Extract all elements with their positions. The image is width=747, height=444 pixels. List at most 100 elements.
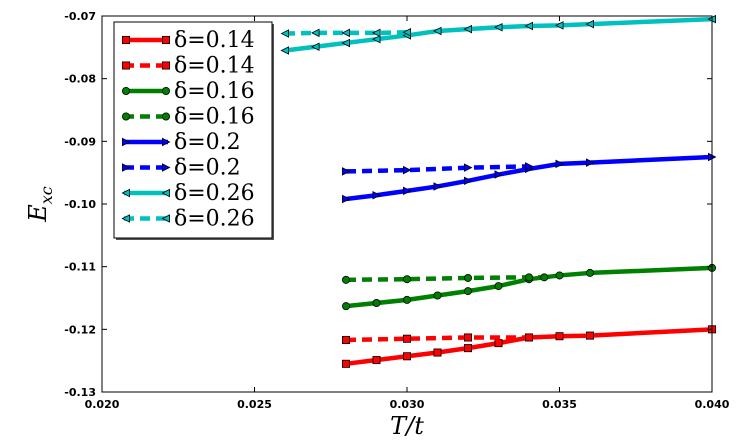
data-point — [372, 356, 381, 365]
data-point — [494, 170, 503, 179]
series-layer — [280, 14, 717, 368]
data-point — [463, 176, 473, 186]
y-tick-label: -0.07 — [64, 10, 96, 23]
y-tick-label: -0.08 — [64, 73, 96, 86]
legend-marker — [161, 112, 170, 121]
data-point — [341, 335, 350, 344]
legend-label: δ=0.2 — [174, 156, 241, 181]
data-point — [402, 295, 411, 304]
data-point — [402, 352, 411, 361]
data-point — [433, 348, 442, 357]
legend-item: δ=0.2 — [122, 130, 241, 155]
legend-marker — [161, 87, 170, 96]
y-tick-label: -0.13 — [64, 386, 96, 399]
data-point — [494, 23, 503, 32]
data-point — [586, 158, 595, 167]
series-0 — [341, 325, 717, 368]
x-axis-label: T/t — [390, 412, 424, 440]
x-tick-label: 0.030 — [390, 398, 425, 411]
data-point — [341, 38, 351, 48]
legend-item: δ=0.16 — [122, 79, 255, 104]
legend-label: δ=0.16 — [174, 79, 255, 104]
data-point — [372, 299, 381, 308]
legend-label: δ=0.14 — [174, 54, 255, 79]
legend-marker — [122, 163, 131, 172]
y-tick-label: -0.09 — [64, 135, 96, 148]
data-point — [341, 167, 351, 176]
data-point — [463, 273, 472, 282]
data-point — [525, 162, 534, 171]
y-tick-label: -0.10 — [64, 198, 96, 211]
series-line — [284, 16, 713, 53]
legend-marker — [161, 188, 171, 198]
data-point — [402, 186, 412, 196]
data-point — [524, 21, 533, 31]
series-6 — [280, 14, 716, 55]
data-point — [555, 332, 564, 341]
y-tick-label: -0.11 — [64, 261, 96, 274]
series-1 — [341, 333, 534, 344]
data-point — [341, 28, 351, 38]
legend-label: δ=0.26 — [174, 181, 255, 206]
data-point — [433, 182, 442, 191]
data-point — [463, 333, 472, 342]
legend: δ=0.14δ=0.14δ=0.16δ=0.16δ=0.2δ=0.2δ=0.26… — [113, 21, 274, 240]
legend-marker — [121, 188, 131, 198]
legend-marker — [161, 163, 171, 172]
data-point — [372, 34, 381, 44]
data-point — [494, 282, 503, 291]
series-line — [345, 265, 713, 309]
data-point — [463, 287, 472, 296]
data-point — [555, 271, 564, 280]
x-tick-label: 0.025 — [237, 398, 272, 411]
legend-item: δ=0.2 — [122, 156, 241, 181]
data-point — [525, 333, 534, 342]
series-2 — [341, 263, 717, 311]
data-point — [341, 302, 350, 311]
data-point — [341, 194, 351, 204]
data-point — [463, 163, 473, 172]
data-point — [525, 273, 534, 282]
series-4 — [341, 152, 717, 204]
data-point — [280, 46, 290, 55]
data-point — [463, 344, 472, 353]
series-line — [345, 335, 529, 343]
series-line — [345, 275, 545, 283]
data-point — [372, 190, 381, 200]
legend-marker — [161, 214, 171, 223]
legend-label: δ=0.16 — [174, 105, 255, 130]
data-point — [402, 28, 412, 37]
data-point — [494, 339, 503, 348]
data-point — [433, 26, 442, 36]
series-5 — [341, 162, 534, 176]
legend-marker — [122, 112, 131, 121]
series-line — [345, 164, 530, 174]
series-line — [345, 154, 713, 202]
data-point — [586, 268, 595, 277]
legend-marker — [121, 214, 131, 223]
data-point — [341, 359, 350, 368]
data-point — [586, 331, 595, 340]
tick-layer: 0.020 0.025 0.030 0.035 0.040 -0.07 -0.08 -0.09… — [64, 10, 729, 411]
data-point — [372, 28, 381, 38]
y-axis-label-subscript: xc — [37, 186, 56, 204]
data-point — [402, 334, 411, 343]
series-line — [284, 30, 408, 36]
data-point — [311, 28, 320, 38]
legend-item: δ=0.14 — [122, 54, 255, 79]
legend-marker — [122, 87, 131, 96]
data-point — [341, 275, 350, 284]
legend-label: δ=0.26 — [174, 207, 255, 232]
x-tick-label: 0.035 — [542, 398, 577, 411]
legend-label: δ=0.14 — [174, 28, 255, 53]
y-tick-label: -0.12 — [64, 323, 96, 336]
data-point — [463, 24, 473, 34]
legend-item: δ=0.14 — [122, 28, 255, 53]
data-point — [585, 19, 594, 29]
series-3 — [341, 273, 549, 284]
legend-label: δ=0.2 — [174, 130, 241, 155]
x-tick-label: 0.040 — [695, 398, 730, 411]
legend-marker — [122, 36, 131, 45]
data-point — [555, 21, 564, 30]
